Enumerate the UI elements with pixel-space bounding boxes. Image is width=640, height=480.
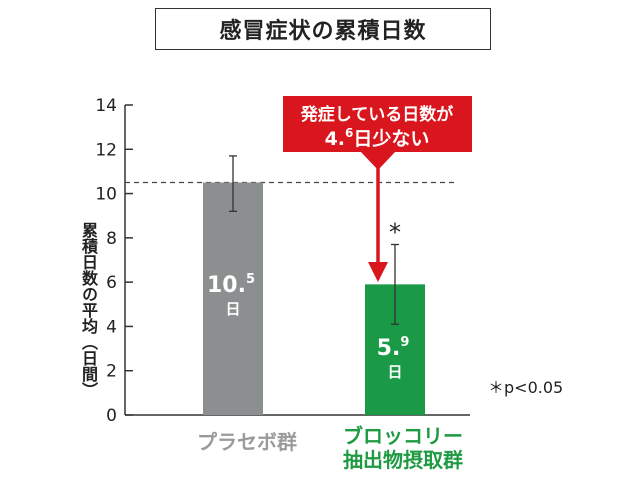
value-label-1: 5.9 bbox=[377, 335, 410, 361]
y-tick-label-0: 0 bbox=[106, 406, 117, 426]
y-tick-label-4: 4 bbox=[106, 317, 117, 337]
value-unit-0: 日 bbox=[225, 300, 240, 318]
y-tick-label-2: 2 bbox=[106, 362, 117, 382]
category-label-broccoli-text: ブロッコリー 抽出物摂取群 bbox=[343, 424, 463, 472]
y-tick-label-6: 6 bbox=[106, 273, 117, 293]
callout-line2: 4.6日少ない bbox=[325, 126, 430, 150]
significance-mark: * bbox=[389, 219, 401, 247]
callout-box bbox=[283, 96, 472, 170]
callout-line1: 発症している日数が bbox=[300, 104, 454, 125]
callout-arrow-head bbox=[368, 262, 388, 282]
category-label-placebo: プラセボ群 bbox=[197, 430, 297, 454]
category-label-broccoli: ブロッコリー 抽出物摂取群 bbox=[318, 424, 488, 472]
chart-title: 感冒症状の累積日数 bbox=[155, 8, 491, 50]
y-tick-label-8: 8 bbox=[106, 229, 117, 249]
y-tick-label-14: 14 bbox=[95, 96, 117, 116]
value-label-0: 10.5 bbox=[207, 272, 255, 298]
y-tick-label-10: 10 bbox=[95, 185, 117, 205]
value-unit-1: 日 bbox=[387, 363, 402, 381]
bar-0 bbox=[203, 182, 263, 415]
y-tick-label-12: 12 bbox=[95, 140, 117, 160]
significance-note: ＊p<0.05 bbox=[488, 378, 564, 397]
y-axis-label: 累積日数の平均（日間） bbox=[79, 222, 98, 398]
